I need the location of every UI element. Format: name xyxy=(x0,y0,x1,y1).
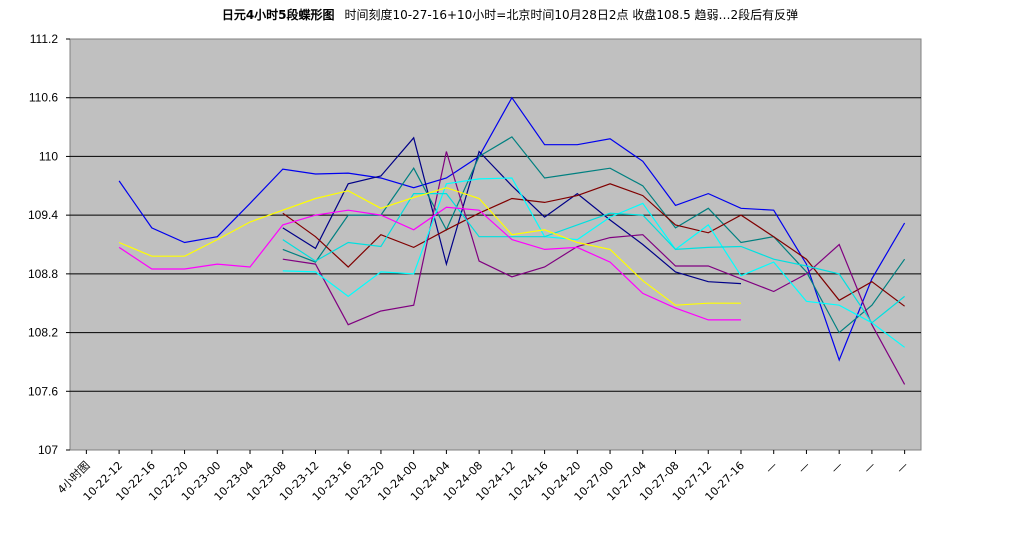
x-tick-label: — xyxy=(828,459,845,476)
chart-title: 日元4小时5段蝶形图 时间刻度10-27-16+10小时=北京时间10月28日2点… xyxy=(222,7,798,22)
plot-area xyxy=(69,38,922,451)
y-tick-label: 107.6 xyxy=(28,384,58,398)
y-axis-ticks: 107 107.6 108.2 108.8 109.4 110 110.6 111.2 xyxy=(28,32,70,457)
series-line-5 xyxy=(282,151,906,385)
series-line-8 xyxy=(118,187,741,306)
series-line-2 xyxy=(282,136,742,285)
chart-subtitle: 时间刻度10-27-16+10小时=北京时间10月28日2点 收盘108.5 趋… xyxy=(345,7,799,22)
x-axis-ticks: 4小时图10-22-1210-22-1610-22-2010-23-0010-2… xyxy=(55,450,911,503)
chart-title-main: 日元4小时5段蝶形图 xyxy=(222,7,335,22)
y-tick-label: 108.8 xyxy=(28,267,58,281)
series-line-6 xyxy=(282,177,905,348)
y-tick-label: 107 xyxy=(38,443,58,457)
y-tick-label: 110 xyxy=(39,149,58,163)
x-tick-label: — xyxy=(894,459,911,476)
series-lines xyxy=(118,96,906,385)
x-tick-label: — xyxy=(796,459,813,476)
series-line-3 xyxy=(282,136,906,334)
y-tick-label: 109.4 xyxy=(28,208,58,222)
series-line-1 xyxy=(118,96,906,362)
y-tick-label: 111.2 xyxy=(30,32,59,46)
y-tick-label: 110.6 xyxy=(29,91,58,105)
series-line-9 xyxy=(118,206,741,321)
y-tick-label: 108.2 xyxy=(28,326,58,340)
x-tick-label: — xyxy=(861,459,878,476)
gridlines xyxy=(70,97,921,392)
series-line-7 xyxy=(282,193,905,324)
x-tick-label: — xyxy=(763,459,780,476)
